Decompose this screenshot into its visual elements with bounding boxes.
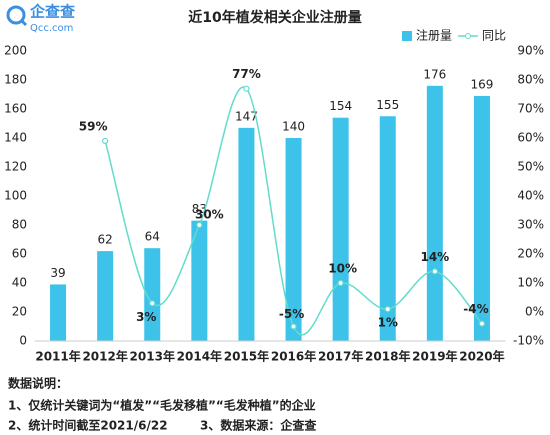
chart-title: 近10年植发相关企业注册量 [188,9,361,26]
line [104,86,483,336]
bar-label: 62 [98,233,113,247]
line-label: 10% [328,262,357,276]
notes-heading: 数据说明： [8,376,68,391]
bar-label: 155 [376,98,399,112]
note: 2、统计时间截至2021/6/22 [8,418,168,433]
line-point [102,137,109,144]
y2-tick-label: 50% [517,160,544,174]
y-tick-label: 0 [19,334,27,348]
line-point [337,279,344,287]
x-tick-label: 2018年 [365,349,410,364]
line-label: -4% [463,302,488,316]
bar-label: 154 [329,99,352,113]
x-tick-label: 2015年 [224,349,269,364]
bar [379,116,396,341]
x-tick-label: 2017年 [318,349,363,364]
y-tick-label: 60 [12,247,27,261]
y-tick-label: 140 [4,131,27,145]
line-point [243,85,250,92]
y-tick-label: 200 [4,44,27,58]
line-point [290,323,297,330]
bar-label: 64 [145,230,160,244]
y2-tick-label: 90% [517,44,544,58]
bar [50,284,67,341]
x-tick-label: 2020年 [459,349,504,364]
bar [144,248,161,341]
y2-tick-label: 40% [517,189,544,203]
y2-tick-label: 80% [517,73,544,87]
line-label: 1% [378,316,398,330]
logo-name: 企查查 [29,3,76,21]
line-label: 3% [136,310,156,324]
bar [332,117,349,341]
line-label: 59% [79,119,108,133]
bar [285,138,302,341]
line-point [478,320,486,327]
y2-tick-label: 10% [517,276,544,290]
y-tick-label: 180 [4,73,27,87]
line-point [149,300,156,307]
note: 1、仅统计关键词为“植发”“毛发移植”“毛发种植”的企业 [8,398,316,413]
line-label: 14% [420,250,449,264]
x-tick-label: 2019年 [412,349,457,364]
y-tick-label: 120 [4,160,27,174]
y-tick-label: 80 [12,218,27,232]
line-label: 77% [232,67,261,81]
x-tick-label: 2011年 [35,349,80,364]
logo-icon [6,5,26,25]
x-tick-label: 2014年 [177,349,222,364]
logo-icon [19,18,28,27]
legend-label: 同比 [482,29,506,43]
note: 3、数据来源：企查查 [200,418,317,433]
bar-label: 147 [235,109,258,123]
line-point [431,268,438,275]
bar [191,220,208,341]
y-tick-label: 20 [12,305,27,319]
logo-site: Qcc.com [30,23,73,34]
bar [473,95,490,341]
y2-tick-label: 20% [517,247,544,261]
legend-swatch [465,33,471,39]
y2-tick-label: 0% [525,305,544,319]
line-point [196,221,203,229]
bar-label: 39 [50,266,65,280]
bar-label: 140 [282,120,305,134]
y2-tick-label: 60% [517,131,544,145]
line-label: 30% [195,208,224,222]
bar [426,85,443,341]
legend-label: 注册量 [416,28,452,43]
y-tick-label: 100 [4,189,27,203]
x-tick-label: 2013年 [130,349,175,364]
y2-tick-label: 30% [517,218,544,232]
legend-swatch [402,31,412,41]
line-point [384,306,391,313]
bar [97,251,114,341]
x-tick-label: 2012年 [82,349,127,364]
y2-tick-label: 70% [517,102,544,116]
y2-tick-label: -10% [513,334,544,348]
y-tick-label: 40 [12,276,27,290]
bar [238,127,255,341]
bar-label: 176 [423,67,446,81]
line-label: -5% [279,307,304,321]
y-tick-label: 160 [4,102,27,116]
x-tick-label: 2016年 [271,349,316,364]
bar-label: 169 [470,77,493,91]
